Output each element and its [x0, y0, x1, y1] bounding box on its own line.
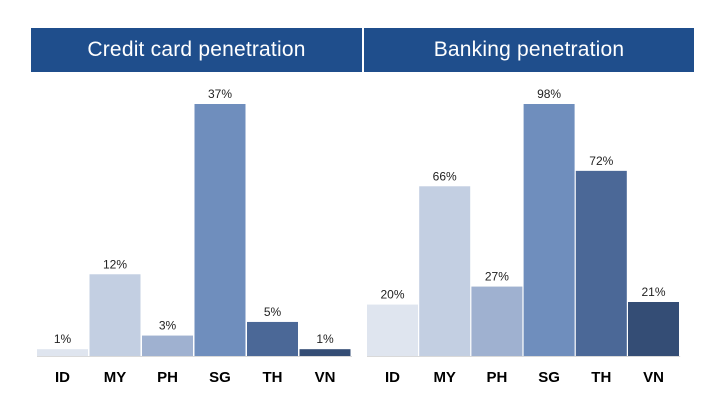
credit-card-panel-title: Credit card penetration: [31, 28, 362, 72]
credit-card-bar-ph: [142, 335, 193, 356]
banking-bar-id: [367, 304, 418, 356]
credit-card-value-label-th: 5%: [264, 305, 282, 319]
banking-value-label-id: 20%: [380, 288, 404, 302]
banking-bar-th: [575, 170, 627, 356]
credit-card-value-label-my: 12%: [103, 257, 127, 271]
credit-card-bar-sg: [194, 104, 246, 356]
credit-card-tick-label-sg: SG: [209, 369, 231, 386]
credit-card-tick-label-vn: VN: [315, 369, 336, 386]
banking-value-label-my: 66%: [433, 169, 457, 183]
credit-card-tick-label-my: MY: [104, 369, 127, 386]
banking-tick-label-vn: VN: [643, 369, 664, 386]
credit-card-tick-label-th: TH: [263, 369, 283, 386]
credit-card-tick-label-ph: PH: [157, 369, 178, 386]
credit-card-bar-th: [247, 321, 298, 356]
banking-tick-label-my: MY: [433, 369, 456, 386]
credit-card-bar-id: [37, 349, 88, 356]
banking-panel-title: Banking penetration: [364, 28, 694, 72]
banking-tick-label-ph: PH: [486, 369, 507, 386]
banking-tick-label-sg: SG: [538, 369, 560, 386]
banking-value-label-th: 72%: [589, 154, 613, 168]
credit-card-bar-my: [89, 274, 141, 356]
credit-card-value-label-vn: 1%: [316, 332, 334, 346]
banking-value-label-ph: 27%: [485, 270, 509, 284]
banking-value-label-vn: 21%: [641, 285, 665, 299]
banking-bar-vn: [628, 302, 679, 356]
banking-bar-ph: [471, 286, 523, 356]
banking-bar-sg: [523, 104, 575, 356]
banking-tick-label-th: TH: [591, 369, 611, 386]
credit-card-value-label-sg: 37%: [208, 87, 232, 101]
banking-value-label-sg: 98%: [537, 87, 561, 101]
credit-card-bar-vn: [299, 349, 351, 356]
credit-card-tick-label-id: ID: [55, 369, 70, 386]
banking-bar-my: [419, 186, 471, 356]
banking-tick-label-id: ID: [385, 369, 400, 386]
credit-card-value-label-ph: 3%: [159, 319, 177, 333]
credit-card-value-label-id: 1%: [54, 332, 72, 346]
